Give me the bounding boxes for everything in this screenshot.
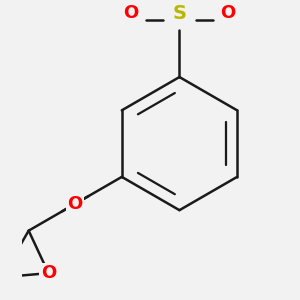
Text: S: S: [172, 4, 186, 22]
Text: O: O: [220, 4, 236, 22]
Text: O: O: [123, 4, 138, 22]
Text: O: O: [68, 195, 83, 213]
Text: O: O: [41, 264, 56, 282]
